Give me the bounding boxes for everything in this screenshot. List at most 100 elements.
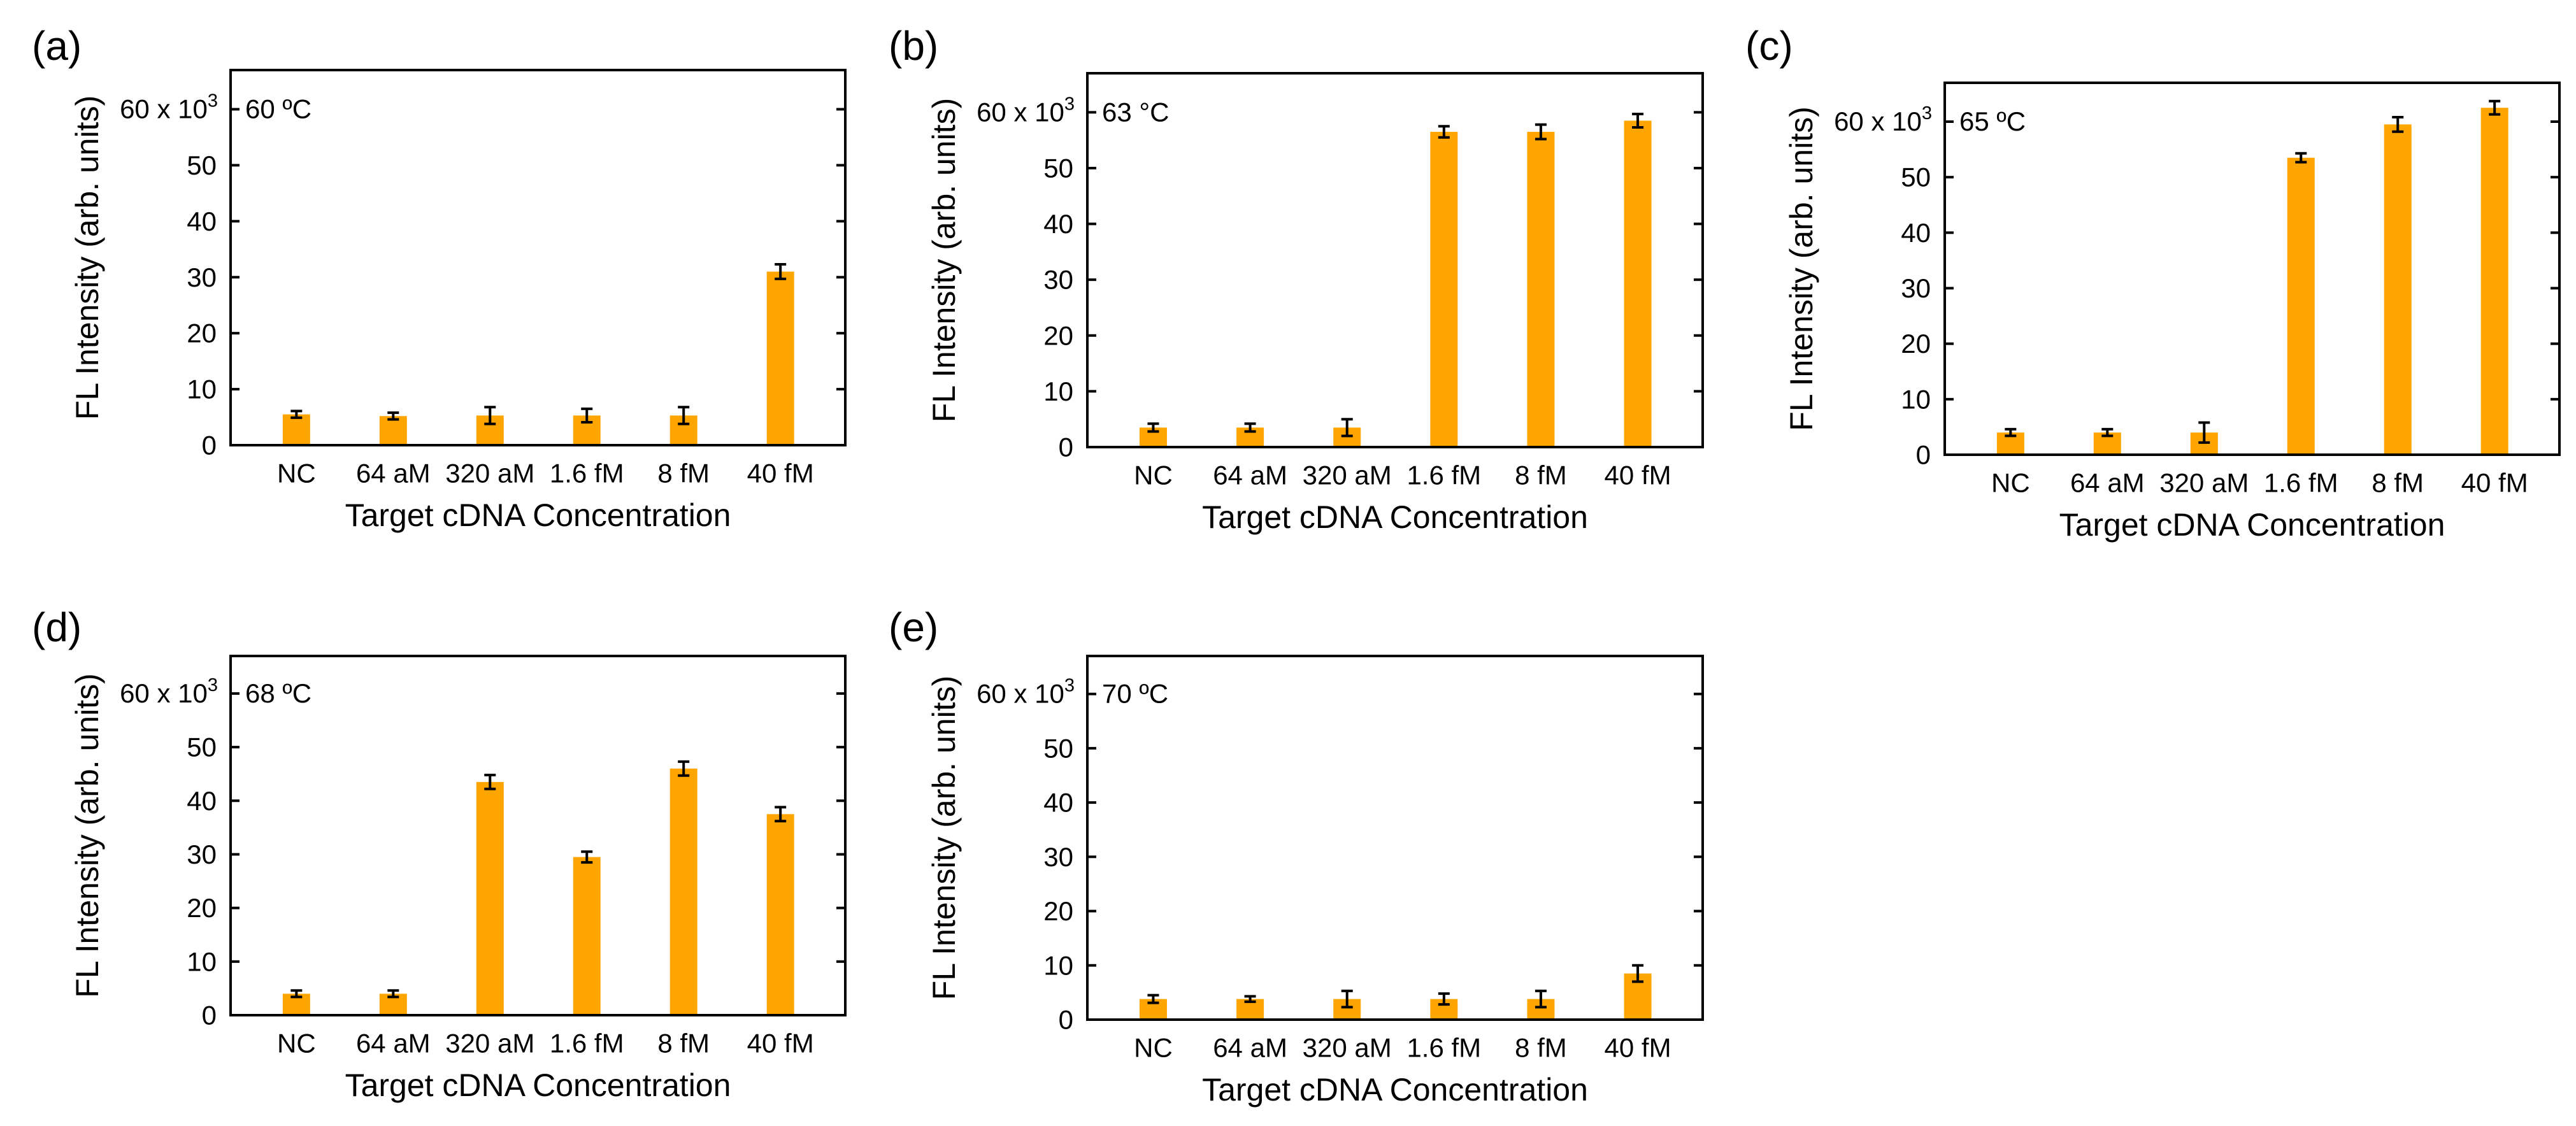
y-tick-label: 10	[187, 374, 217, 404]
y-tick-label: 20	[187, 318, 217, 348]
x-tick-label: 1.6 fM	[1406, 1033, 1481, 1063]
bar	[573, 857, 601, 1015]
y-tick-label: 20	[187, 893, 217, 923]
y-tick-label: 20	[1043, 320, 1073, 350]
panel-label: (b)	[889, 23, 938, 69]
y-tick-label: 50	[1901, 162, 1931, 192]
y-axis-multiplier: 60 x 103	[120, 91, 218, 124]
y-axis-multiplier: 60 x 103	[1834, 103, 1932, 136]
multiplier-base: 60 x 10	[977, 97, 1064, 127]
temperature-annotation: 60 ºC	[245, 94, 311, 124]
y-tick-label: 40	[187, 786, 217, 816]
x-tick-label: 320 aM	[1303, 460, 1392, 490]
bar	[2384, 124, 2412, 455]
bar	[2287, 157, 2315, 455]
y-tick-label: 30	[187, 262, 217, 292]
x-tick-label: 40 fM	[2461, 468, 2528, 498]
x-tick-label: NC	[1134, 1033, 1173, 1063]
temperature-annotation: 68 ºC	[245, 678, 311, 708]
bar	[766, 814, 794, 1015]
x-axis-label: Target cDNA Concentration	[2059, 507, 2445, 543]
y-tick-label: 0	[202, 431, 217, 460]
chart-panel: (c) 0 10 20 30 40 50 60 x 103 NC 64 aM 320 aM 1.6 f…	[1745, 23, 2561, 543]
bar	[1527, 131, 1555, 447]
y-tick-label: 50	[1043, 733, 1073, 763]
plot-frame	[1086, 655, 1704, 1021]
x-axis-label: Target cDNA Concentration	[1202, 1072, 1588, 1108]
x-tick-label: NC	[1134, 460, 1173, 490]
panel-label: (d)	[32, 604, 82, 650]
x-tick-label: 64 aM	[356, 1029, 431, 1058]
y-tick-label: 10	[187, 946, 217, 976]
y-tick-label: 50	[187, 150, 217, 180]
multiplier-base: 60 x 10	[120, 678, 208, 708]
temperature-annotation: 63 °C	[1102, 97, 1170, 127]
y-tick-label: 30	[1043, 265, 1073, 295]
y-tick-label: 10	[1901, 384, 1931, 414]
panel-label: (a)	[32, 23, 82, 69]
chart-panel: (e) 0 10 20 30 40 50 60 x 103 NC 64 aM 320 aM 1.6 f…	[889, 604, 1704, 1108]
multiplier-base: 60 x 10	[977, 679, 1064, 709]
y-tick-label: 20	[1043, 896, 1073, 926]
y-tick-label: 0	[1916, 440, 1931, 470]
multiplier-exponent: 3	[1064, 94, 1075, 114]
x-tick-label: 64 aM	[1213, 460, 1287, 490]
multiplier-exponent: 3	[1922, 103, 1932, 124]
x-tick-label: 320 aM	[445, 1029, 534, 1058]
y-axis-label: FL Intensity (arb. units)	[1784, 106, 1819, 431]
y-tick-label: 40	[1043, 788, 1073, 818]
x-tick-label: NC	[277, 1029, 316, 1058]
y-tick-label: 0	[1059, 432, 1073, 462]
y-tick-label: 20	[1901, 329, 1931, 359]
bar	[2480, 108, 2508, 455]
y-tick-label: 50	[1043, 153, 1073, 183]
y-axis-multiplier: 60 x 103	[977, 676, 1075, 709]
x-tick-label: 8 fM	[1515, 460, 1567, 490]
y-tick-label: 40	[1901, 218, 1931, 248]
bar	[379, 416, 407, 445]
chart-panel: (a) 0 10 20 30 40 50 60 x 103 NC 64 aM 320 aM 1.6 f…	[32, 23, 847, 533]
x-axis-label: Target cDNA Concentration	[345, 497, 731, 533]
plot-frame	[229, 655, 847, 1016]
x-tick-label: 1.6 fM	[550, 1029, 624, 1058]
y-tick-label: 0	[1059, 1005, 1073, 1035]
x-tick-label: 1.6 fM	[2264, 468, 2338, 498]
plot-frame	[229, 69, 847, 446]
plot-frame	[1086, 72, 1704, 448]
multiplier-base: 60 x 10	[120, 94, 208, 124]
x-tick-label: 40 fM	[1605, 460, 1671, 490]
chart-panel: (d) 0 10 20 30 40 50 60 x 103 NC 64 aM 320 aM 1.6 f…	[32, 604, 847, 1103]
multiplier-exponent: 3	[208, 675, 218, 695]
y-axis-label: FL Intensity (arb. units)	[69, 673, 105, 997]
x-tick-label: 64 aM	[1213, 1033, 1287, 1063]
y-axis-multiplier: 60 x 103	[120, 675, 218, 708]
x-tick-label: 8 fM	[2372, 468, 2424, 498]
y-tick-label: 30	[1901, 273, 1931, 303]
temperature-annotation: 70 ºC	[1102, 679, 1168, 709]
x-tick-label: 1.6 fM	[1406, 460, 1481, 490]
y-tick-label: 30	[187, 839, 217, 869]
plot-frame	[1943, 82, 2561, 456]
x-axis-label: Target cDNA Concentration	[345, 1067, 731, 1103]
y-axis-label: FL Intensity (arb. units)	[69, 96, 105, 420]
bar	[1430, 131, 1458, 447]
bar	[1624, 120, 1652, 447]
x-axis-label: Target cDNA Concentration	[1202, 499, 1588, 535]
x-tick-label: 40 fM	[747, 1029, 814, 1058]
multiplier-exponent: 3	[1064, 676, 1075, 696]
panel-label: (e)	[889, 604, 938, 650]
x-tick-label: 64 aM	[2070, 468, 2145, 498]
x-tick-label: 40 fM	[747, 459, 814, 488]
x-tick-label: 40 fM	[1605, 1033, 1671, 1063]
bar	[282, 414, 310, 445]
y-axis-multiplier: 60 x 103	[977, 94, 1075, 127]
chart-panel: (b) 0 10 20 30 40 50 60 x 103 NC 64 aM 320 aM 1.6 f…	[889, 23, 1704, 535]
y-tick-label: 40	[1043, 209, 1073, 239]
y-tick-label: 30	[1043, 842, 1073, 872]
y-tick-label: 0	[202, 1001, 217, 1030]
x-tick-label: 8 fM	[657, 1029, 710, 1058]
x-tick-label: NC	[1991, 468, 2030, 498]
x-tick-label: 8 fM	[1515, 1033, 1567, 1063]
x-tick-label: 320 aM	[1303, 1033, 1392, 1063]
